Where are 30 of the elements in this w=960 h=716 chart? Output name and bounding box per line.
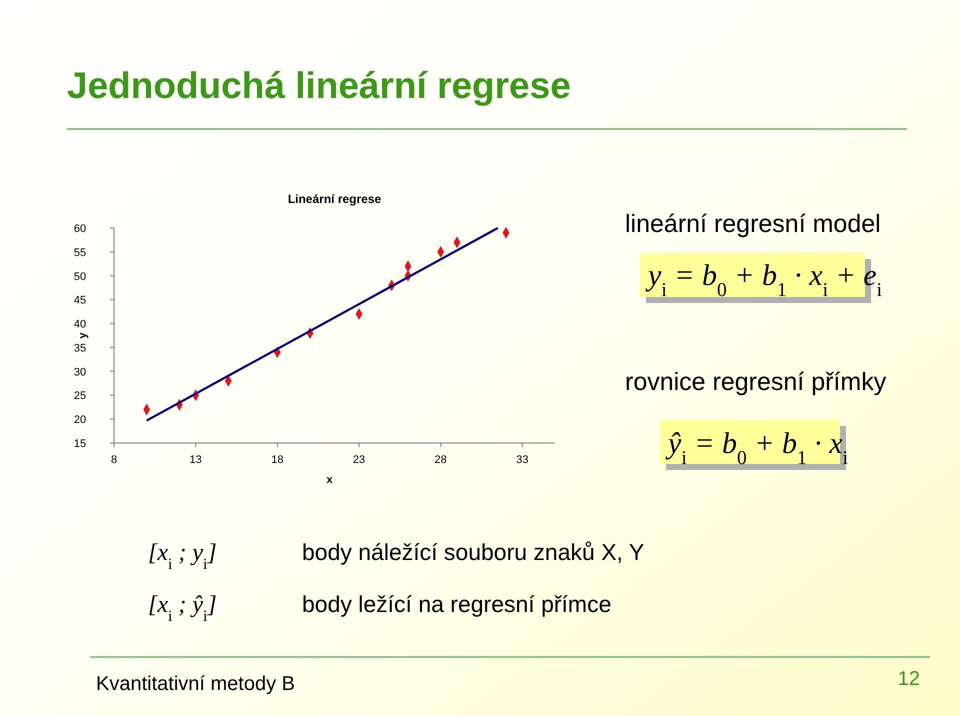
text: Kvantitativní metody B xyxy=(96,673,295,695)
text: Jednoduchá lineární regrese xyxy=(67,65,571,106)
chart-title: Lineární regrese xyxy=(288,192,382,206)
y-tick-label: 55 xyxy=(74,246,86,259)
x-tick-label: 33 xyxy=(516,454,528,466)
x-tick-label: 18 xyxy=(271,454,284,466)
y-tick-label: 60 xyxy=(74,223,86,235)
x-tick-label: 13 xyxy=(190,454,202,466)
text: ŷ$_{i}$ = b$_{0}$ + b$_{1}$ · x$_{i}$ xyxy=(665,427,849,468)
x-tick-label: 23 xyxy=(352,454,366,466)
x-axis-title: x xyxy=(326,474,334,486)
text: lineární regresní model xyxy=(625,210,881,238)
y-tick-label: 30 xyxy=(74,366,86,378)
text: 12 xyxy=(898,668,920,690)
text: rovnice regresní přímky xyxy=(625,368,887,396)
y-tick-label: 20 xyxy=(74,414,86,426)
y-axis-title: y xyxy=(77,332,89,339)
y-tick-label: 40 xyxy=(74,318,86,331)
y-tick-label: 45 xyxy=(74,294,86,307)
y-tick-label: 35 xyxy=(74,342,86,354)
y-tick-label: 50 xyxy=(74,270,86,283)
y-tick-label: 15 xyxy=(74,438,86,450)
x-tick-label: 28 xyxy=(434,454,447,466)
text: [x$_{i}$ ; ŷ$_{i}$] xyxy=(148,592,217,624)
text: body náležící souboru znaků X, Y xyxy=(302,539,644,565)
x-tick-label: 8 xyxy=(110,454,118,466)
text: [x$_{i}$ ; y$_{i}$] xyxy=(148,540,217,572)
text: body ležící na regresní přímce xyxy=(302,591,612,617)
text: y$_{i}$ = b$_{0}$ + b$_{1}$ · x$_{i}$ + e$_{i}$ xyxy=(648,259,882,300)
y-tick-label: 25 xyxy=(74,390,86,402)
